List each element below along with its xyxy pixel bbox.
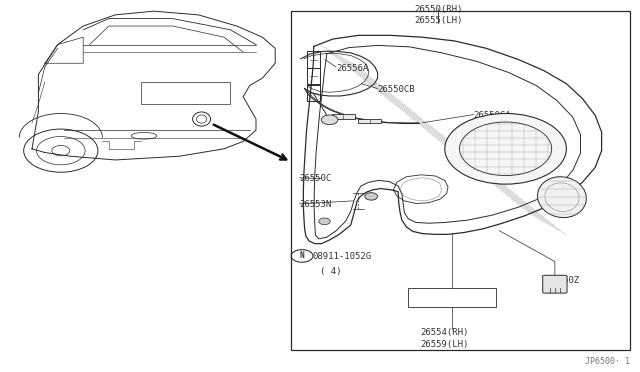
- Circle shape: [365, 193, 378, 200]
- Text: N: N: [300, 251, 305, 260]
- Text: 26555(LH): 26555(LH): [414, 16, 463, 25]
- Text: 26550Z: 26550Z: [547, 276, 579, 285]
- Text: 08911-1052G: 08911-1052G: [312, 252, 371, 261]
- Bar: [358, 119, 381, 123]
- Text: 26554(RH): 26554(RH): [420, 328, 469, 337]
- Circle shape: [319, 218, 330, 225]
- Bar: [332, 114, 355, 119]
- Text: 26550CB: 26550CB: [378, 85, 415, 94]
- Text: 26550CA: 26550CA: [474, 111, 511, 120]
- Circle shape: [445, 113, 566, 184]
- Text: 26559(LH): 26559(LH): [420, 340, 469, 349]
- Text: 26550(RH): 26550(RH): [414, 5, 463, 14]
- Ellipse shape: [538, 177, 586, 218]
- Text: 26556A: 26556A: [336, 64, 368, 73]
- Text: JP6500· 1: JP6500· 1: [586, 357, 630, 366]
- Text: 26550C: 26550C: [300, 174, 332, 183]
- Text: 26553N: 26553N: [300, 200, 332, 209]
- Bar: [291, 11, 630, 350]
- Circle shape: [321, 115, 338, 125]
- FancyBboxPatch shape: [543, 275, 567, 293]
- Bar: [408, 288, 496, 307]
- Bar: [141, 82, 230, 104]
- Text: ( 4): ( 4): [320, 267, 342, 276]
